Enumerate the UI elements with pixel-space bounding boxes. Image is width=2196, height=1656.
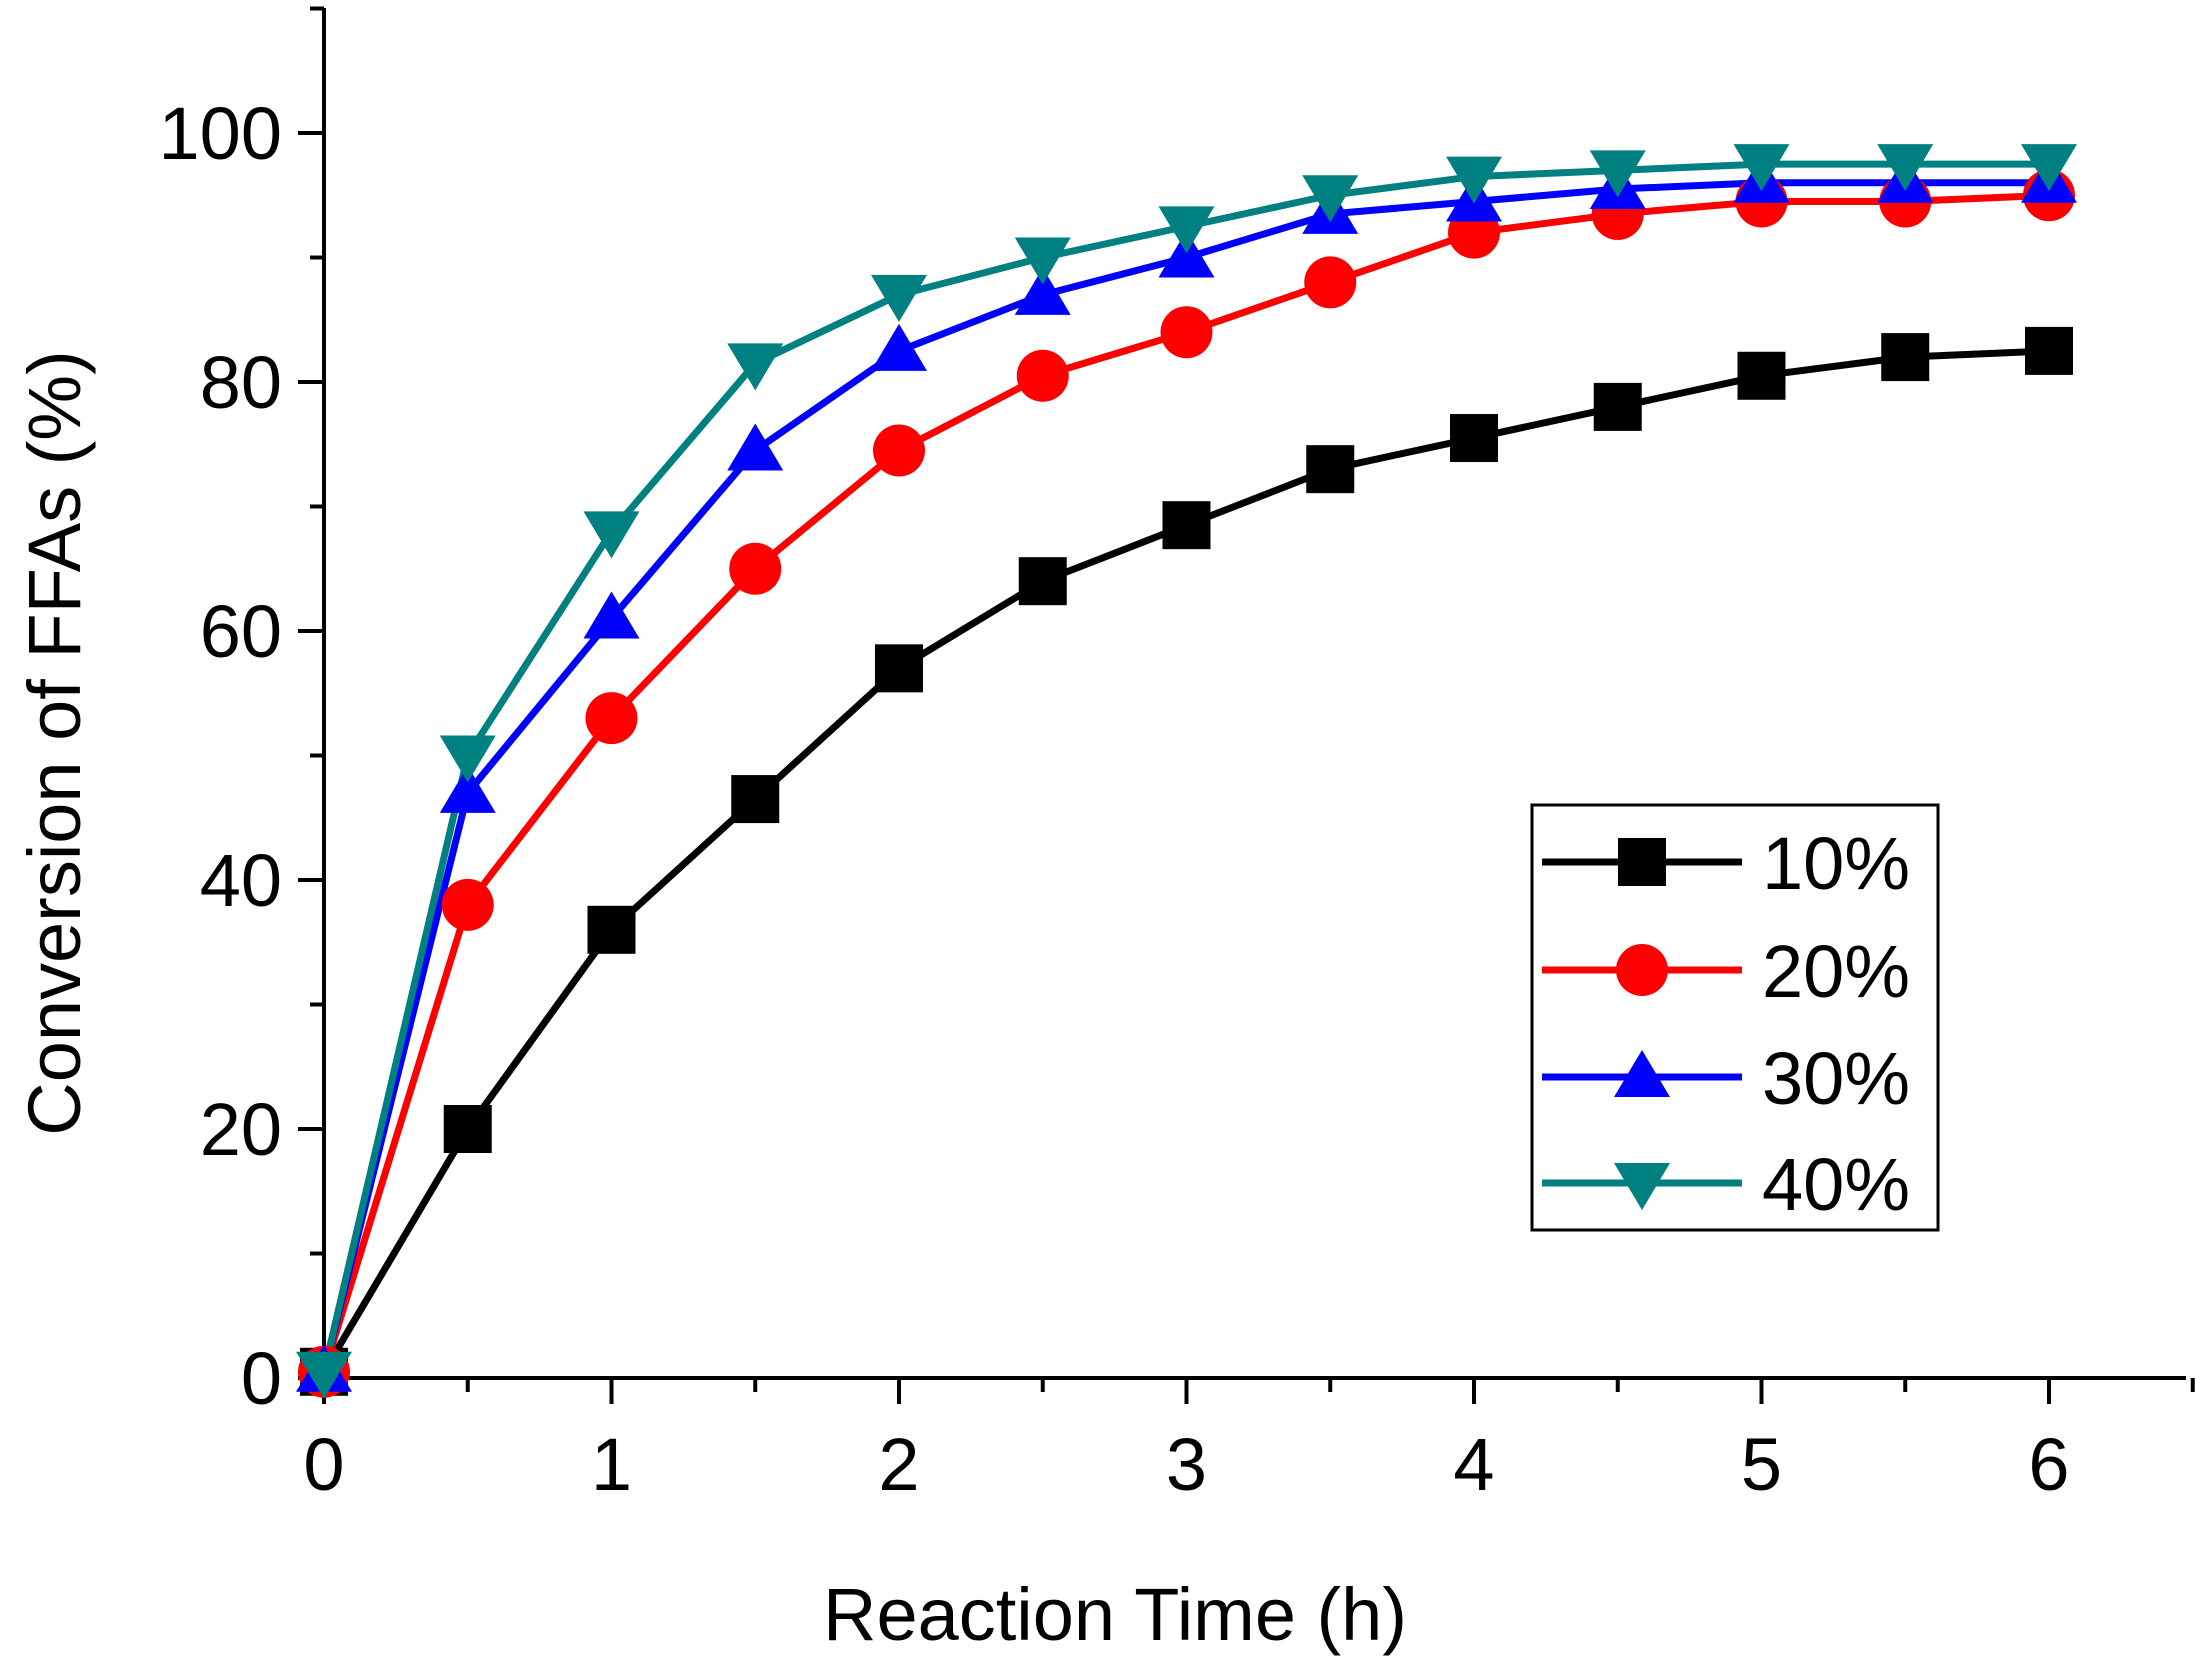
legend-label: 30% [1762, 1037, 1910, 1120]
data-point-series-2 [873, 424, 925, 477]
legend-items: 10% 20% 30% 40% [1542, 822, 1910, 1226]
data-point-series-2 [441, 878, 494, 931]
axes [322, 8, 2186, 1380]
data-point-series-4 [1877, 144, 1934, 192]
y-tick-label: 20 [200, 1088, 282, 1171]
data-point-series-1 [731, 775, 780, 824]
data-point-series-1 [443, 1105, 492, 1153]
data-point-series-1 [1162, 501, 1211, 550]
legend-label: 20% [1762, 930, 1910, 1013]
data-point-series-1 [875, 644, 923, 693]
data-point-series-2 [1160, 306, 1213, 359]
x-tick-label: 0 [303, 1423, 344, 1506]
data-point-series-4 [1446, 156, 1502, 204]
data-point-series-1 [2025, 326, 2073, 375]
data-point-series-4 [1014, 237, 1071, 285]
x-tick-label: 6 [2028, 1423, 2069, 1506]
data-point-series-2 [1016, 349, 1069, 402]
series-markers [296, 144, 2077, 1399]
data-point-series-1 [1450, 414, 1498, 463]
y-tick-label: 40 [200, 839, 282, 922]
data-point-series-4 [727, 343, 784, 391]
data-point-series-4 [1589, 150, 1646, 198]
legend-marker [1614, 1050, 1670, 1097]
legend-label: 10% [1762, 822, 1910, 905]
y-tick-label: 80 [200, 341, 282, 424]
data-point-series-2 [585, 692, 638, 745]
x-tick-label: 4 [1453, 1423, 1494, 1506]
legend: 10% 20% 30% 40% [1530, 803, 1940, 1232]
data-point-series-3 [1158, 230, 1215, 278]
data-point-series-3 [1014, 267, 1071, 315]
data-point-series-3 [871, 323, 927, 371]
legend-marker [1616, 944, 1668, 996]
data-point-series-1 [1018, 557, 1067, 606]
data-point-series-4 [583, 511, 640, 559]
data-point-series-4 [871, 274, 927, 322]
x-tick-label: 3 [1166, 1423, 1207, 1506]
legend-label: 40% [1762, 1143, 1910, 1226]
data-point-series-1 [1593, 382, 1642, 431]
data-point-series-4 [296, 1351, 352, 1399]
y-axis-title: Conversion of FFAs (%) [13, 350, 96, 1135]
data-point-series-4 [1302, 175, 1359, 223]
x-tick-label: 2 [878, 1423, 919, 1506]
y-tick-label: 60 [200, 590, 282, 673]
legend-marker [1618, 838, 1666, 886]
x-tick-label: 5 [1741, 1423, 1782, 1506]
data-point-series-2 [1304, 256, 1357, 309]
data-point-series-1 [1881, 333, 1930, 382]
legend-box [1530, 803, 1940, 1232]
data-point-series-4 [1158, 206, 1215, 254]
y-tick-label: 0 [241, 1337, 282, 1420]
data-point-series-1 [1306, 445, 1355, 494]
data-point-series-2 [729, 542, 782, 595]
data-point-series-4 [439, 735, 496, 783]
legend-marker [1614, 1163, 1670, 1210]
y-tick-label: 100 [159, 92, 282, 175]
x-axis-title: Reaction Time (h) [823, 1573, 1407, 1656]
data-point-series-3 [583, 591, 640, 639]
data-point-series-1 [587, 905, 636, 954]
data-point-series-3 [727, 423, 784, 471]
data-point-series-4 [2021, 144, 2077, 192]
x-tick-label: 1 [591, 1423, 632, 1506]
data-point-series-3 [439, 765, 496, 813]
data-point-series-4 [1733, 144, 1790, 192]
data-point-series-1 [1737, 351, 1786, 400]
